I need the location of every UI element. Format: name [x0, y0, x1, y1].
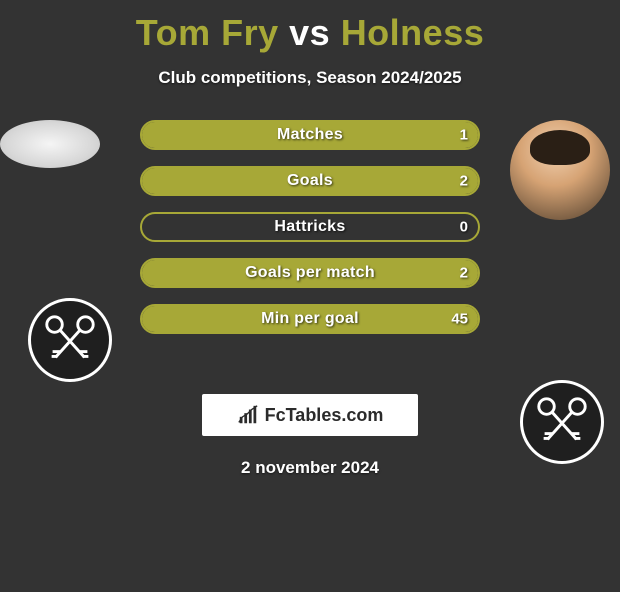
stat-value-right: 2	[460, 173, 468, 190]
branding-text: FcTables.com	[265, 405, 384, 426]
player2-avatar	[510, 120, 610, 220]
stat-label: Goals per match	[140, 264, 480, 282]
stat-label: Matches	[140, 126, 480, 144]
keys-crossed-icon	[533, 393, 591, 451]
stat-label: Min per goal	[140, 310, 480, 328]
player1-name: Tom Fry	[136, 12, 279, 53]
stat-label: Hattricks	[140, 218, 480, 236]
comparison-title: Tom Fry vs Holness	[0, 12, 620, 54]
player2-club-badge	[520, 380, 604, 464]
date-line: 2 november 2024	[0, 458, 620, 478]
stat-value-right: 2	[460, 265, 468, 282]
stat-row: Goals per match2	[140, 258, 480, 288]
stat-value-right: 0	[460, 219, 468, 236]
stat-value-right: 1	[460, 127, 468, 144]
stat-row: Hattricks0	[140, 212, 480, 242]
player2-name: Holness	[341, 12, 485, 53]
stat-value-right: 45	[451, 311, 468, 328]
player1-avatar	[0, 120, 100, 168]
keys-crossed-icon	[41, 311, 99, 369]
player1-club-badge	[28, 298, 112, 382]
bar-chart-icon	[237, 404, 259, 426]
stat-row: Min per goal45	[140, 304, 480, 334]
stat-label: Goals	[140, 172, 480, 190]
stat-row: Matches1	[140, 120, 480, 150]
subtitle: Club competitions, Season 2024/2025	[0, 68, 620, 88]
branding-box: FcTables.com	[202, 394, 418, 436]
vs-text: vs	[289, 12, 330, 53]
stat-row: Goals2	[140, 166, 480, 196]
stats-stage: Matches1Goals2Hattricks0Goals per match2…	[0, 120, 620, 370]
stat-bars: Matches1Goals2Hattricks0Goals per match2…	[140, 120, 480, 350]
